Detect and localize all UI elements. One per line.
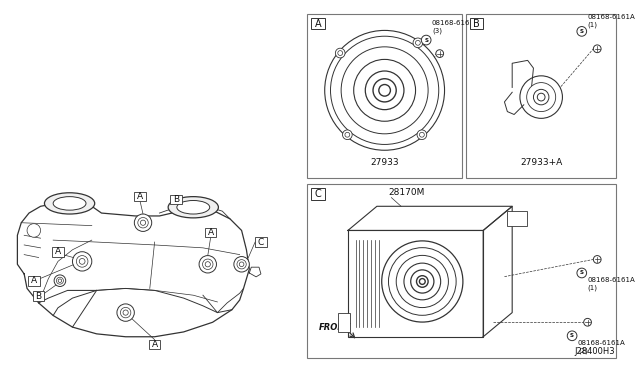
Circle shape	[120, 307, 131, 318]
Circle shape	[417, 130, 427, 140]
Circle shape	[373, 79, 396, 102]
Circle shape	[342, 130, 352, 140]
Text: A: A	[55, 247, 61, 256]
Circle shape	[365, 71, 404, 110]
Circle shape	[27, 224, 40, 237]
Circle shape	[436, 50, 444, 57]
Bar	[134, 192, 146, 202]
Circle shape	[388, 248, 456, 315]
Text: 08168-6161A
(3): 08168-6161A (3)	[432, 20, 480, 34]
Circle shape	[239, 262, 244, 267]
Circle shape	[593, 256, 601, 263]
Text: B: B	[473, 19, 480, 29]
Circle shape	[404, 263, 441, 300]
Circle shape	[338, 51, 342, 55]
Text: 28170M: 28170M	[388, 187, 425, 197]
Text: 27933+A: 27933+A	[520, 158, 563, 167]
Circle shape	[79, 259, 85, 264]
Text: 27933: 27933	[371, 158, 399, 167]
Circle shape	[396, 256, 449, 308]
Circle shape	[413, 38, 422, 48]
Text: 08168-6161A
(1): 08168-6161A (1)	[588, 13, 636, 28]
Circle shape	[324, 31, 445, 150]
Circle shape	[419, 279, 425, 284]
Text: J28400H3: J28400H3	[574, 347, 614, 356]
Circle shape	[520, 76, 563, 118]
Bar	[33, 291, 44, 301]
Ellipse shape	[53, 197, 86, 210]
Circle shape	[330, 36, 439, 144]
Text: A: A	[315, 19, 321, 29]
Bar	[170, 195, 182, 204]
Circle shape	[345, 132, 350, 137]
Circle shape	[534, 89, 549, 105]
Bar	[466, 14, 616, 178]
Text: 08168-6161A
(2): 08168-6161A (2)	[578, 340, 626, 354]
Circle shape	[381, 241, 463, 322]
Circle shape	[354, 60, 415, 121]
Circle shape	[237, 260, 246, 269]
Circle shape	[341, 47, 428, 134]
Circle shape	[76, 256, 88, 267]
Circle shape	[58, 279, 61, 282]
Text: A: A	[152, 340, 157, 349]
Circle shape	[234, 257, 250, 272]
Text: 08168-6161A
(1): 08168-6161A (1)	[588, 277, 636, 291]
Text: C: C	[315, 189, 321, 199]
Bar	[348, 230, 483, 337]
Text: B: B	[173, 195, 179, 204]
Bar	[149, 340, 161, 349]
Text: A: A	[137, 192, 143, 201]
Bar	[28, 276, 40, 286]
Text: S: S	[424, 38, 428, 42]
Bar	[255, 237, 267, 247]
Text: B: B	[36, 292, 42, 301]
Circle shape	[577, 268, 587, 278]
Circle shape	[202, 259, 213, 269]
Circle shape	[419, 132, 424, 137]
Circle shape	[199, 256, 216, 273]
Circle shape	[538, 93, 545, 101]
Circle shape	[54, 275, 66, 286]
Circle shape	[379, 84, 390, 96]
Circle shape	[567, 331, 577, 341]
Circle shape	[72, 252, 92, 271]
Circle shape	[134, 214, 152, 231]
Text: A: A	[207, 228, 214, 237]
Ellipse shape	[44, 193, 95, 214]
Circle shape	[417, 276, 428, 287]
Circle shape	[421, 35, 431, 45]
Ellipse shape	[177, 201, 210, 214]
Circle shape	[411, 270, 434, 293]
Bar	[470, 18, 483, 29]
Bar	[311, 188, 324, 199]
Circle shape	[138, 218, 148, 228]
Circle shape	[123, 310, 128, 315]
Text: C: C	[258, 238, 264, 247]
Bar	[338, 312, 350, 332]
Bar	[205, 228, 216, 237]
Circle shape	[527, 83, 556, 112]
Text: A: A	[31, 276, 37, 285]
Ellipse shape	[168, 197, 218, 218]
Circle shape	[584, 318, 591, 326]
Text: S: S	[570, 333, 574, 338]
Bar	[307, 184, 616, 358]
Text: S: S	[580, 270, 584, 276]
Bar	[52, 247, 64, 257]
Bar	[508, 211, 527, 226]
Circle shape	[577, 26, 587, 36]
Circle shape	[335, 48, 345, 58]
Bar	[311, 18, 324, 29]
Circle shape	[415, 41, 420, 45]
Text: S: S	[580, 29, 584, 34]
Text: FRONT: FRONT	[319, 323, 351, 331]
Circle shape	[140, 220, 146, 225]
Circle shape	[593, 45, 601, 53]
Bar	[307, 14, 462, 178]
Circle shape	[117, 304, 134, 321]
Circle shape	[56, 277, 63, 284]
Circle shape	[205, 262, 211, 267]
